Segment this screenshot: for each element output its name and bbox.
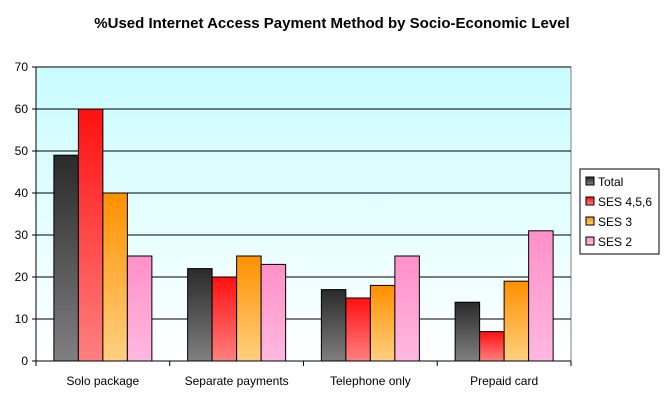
bar-ses-2-solo-package xyxy=(126,255,153,362)
bar-ses-4-5-6-solo-package xyxy=(77,108,104,362)
y-tick-label: 50 xyxy=(15,144,29,158)
bar-ses-3-solo-package xyxy=(102,192,128,362)
legend-swatch xyxy=(585,236,595,246)
bar-total-separate-payments xyxy=(187,268,213,362)
x-tick-label: Prepaid card xyxy=(470,374,538,388)
legend: Total SES 4,5,6 SES 3 SES 2 xyxy=(579,168,660,255)
bar-ses-4-5-6-telephone-only xyxy=(345,297,371,362)
legend-label: Total xyxy=(598,175,623,189)
bar-total-prepaid-card xyxy=(454,301,481,362)
y-tick-label: 20 xyxy=(15,270,29,284)
x-tick-label: Separate payments xyxy=(185,374,289,388)
y-tick-label: 10 xyxy=(15,312,29,326)
legend-label: SES 2 xyxy=(598,235,632,249)
bar-total-telephone-only xyxy=(320,289,347,362)
bar-ses-2-separate-payments xyxy=(260,263,287,362)
bar-ses-3-telephone-only xyxy=(369,284,396,362)
legend-swatch xyxy=(585,176,595,186)
chart-title: %Used Internet Access Payment Method by … xyxy=(94,15,569,32)
y-tick-label: 60 xyxy=(15,102,29,116)
bar-ses-4-5-6-separate-payments xyxy=(211,276,238,362)
legend-swatch xyxy=(585,196,595,206)
legend-label: SES 3 xyxy=(598,215,632,229)
legend-swatch xyxy=(585,216,595,226)
bar-ses-3-separate-payments xyxy=(236,255,262,362)
bar-ses-4-5-6-prepaid-card xyxy=(479,331,505,362)
x-tick-label: Telephone only xyxy=(330,374,411,388)
y-tick-label: 0 xyxy=(21,354,28,368)
y-tick-label: 30 xyxy=(15,228,29,242)
bar-ses-2-telephone-only xyxy=(394,255,420,362)
bar-ses-2-prepaid-card xyxy=(528,230,554,362)
y-tick-label: 40 xyxy=(15,186,29,200)
bar-total-solo-package xyxy=(53,154,79,362)
bar-ses-3-prepaid-card xyxy=(503,280,530,362)
legend-label: SES 4,5,6 xyxy=(598,195,652,209)
y-tick-label: 70 xyxy=(15,60,29,74)
x-tick-label: Solo package xyxy=(67,374,140,388)
